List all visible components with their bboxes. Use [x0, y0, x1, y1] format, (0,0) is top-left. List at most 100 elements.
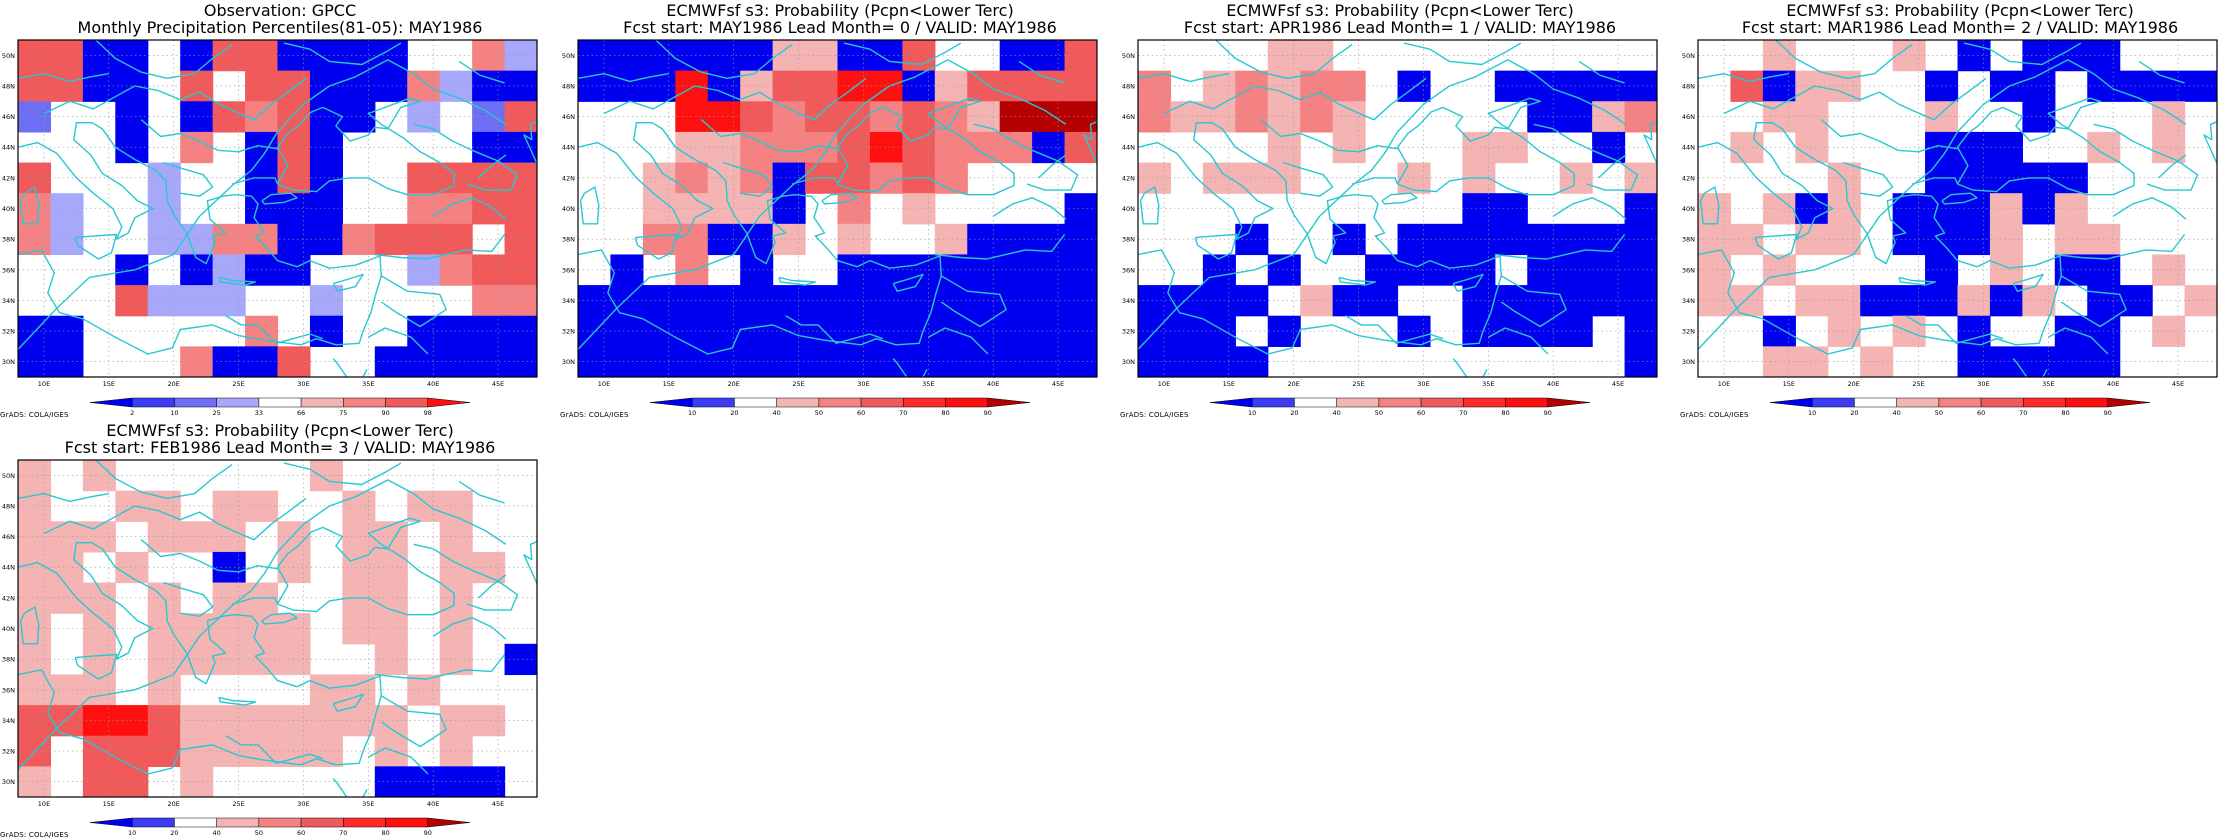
grid-cell	[999, 346, 1033, 377]
coastline	[95, 460, 233, 500]
grid-cell	[50, 315, 84, 347]
grid-cell	[902, 70, 936, 102]
grid-cell	[2087, 254, 2121, 286]
grid-cell	[1698, 254, 1732, 286]
grid-cell	[772, 346, 806, 377]
colorbar	[1769, 397, 2151, 408]
panel-title: ECMWFsf s3: Probability (Pcpn<Lower Terc…	[1786, 1, 2134, 20]
coastline	[18, 72, 109, 83]
colorbar-label: 50	[815, 409, 823, 417]
grid-cell	[472, 70, 506, 102]
grid-cell	[439, 582, 473, 614]
grid-cell	[837, 162, 871, 194]
grid-cell	[1235, 162, 1269, 194]
coastline	[2138, 60, 2185, 84]
coastline	[1345, 315, 1444, 344]
grads-branding: GrADS: COLA/IGES	[0, 411, 69, 419]
grid-cell	[707, 101, 741, 133]
grid-cell	[212, 521, 246, 553]
coastline	[261, 192, 298, 205]
coastline	[276, 97, 455, 196]
coastline	[934, 234, 1066, 260]
coastline	[1139, 186, 1160, 225]
lat-tick-label: 48N	[562, 83, 575, 91]
grid-cell	[1494, 131, 1528, 164]
coastline	[1038, 154, 1067, 179]
colorbar	[89, 817, 471, 828]
lon-tick-label: 25E	[792, 380, 804, 388]
lon-tick-label: 25E	[1352, 380, 1364, 388]
lat-tick-label: 38N	[1122, 236, 1135, 244]
grid-cell	[837, 193, 871, 225]
coastline	[231, 177, 279, 185]
lon-tick-label: 20E	[168, 380, 180, 388]
grid-cell	[439, 254, 473, 286]
coastline	[332, 358, 368, 377]
lon-tick-label: 20E	[1288, 380, 1300, 388]
lat-tick-label: 42N	[562, 174, 575, 182]
colorbar-label: 60	[857, 409, 865, 417]
coastline	[225, 315, 324, 344]
coastline	[231, 597, 279, 605]
lat-tick-label: 50N	[1122, 52, 1135, 60]
coastline	[1083, 120, 1097, 166]
lat-tick-label: 32N	[2, 748, 15, 756]
coastline	[723, 161, 774, 197]
coastline	[19, 186, 40, 225]
grid-cell	[147, 582, 181, 614]
grid-cell	[1559, 162, 1593, 194]
coastline	[18, 59, 507, 350]
grid-cell	[934, 162, 968, 194]
coastline	[2012, 273, 2044, 292]
grid-cell	[277, 346, 311, 377]
coastline	[1500, 275, 1567, 328]
grid-cell	[1527, 315, 1561, 347]
coastline	[1283, 161, 1334, 197]
grid-cell	[50, 582, 84, 614]
colorbar-label: 2	[130, 409, 134, 417]
coastline	[1963, 42, 2082, 66]
panel-subtitle: Fcst start: MAY1986 Lead Month= 0 / VALI…	[623, 18, 1057, 37]
grid-cell	[1462, 315, 1496, 347]
grid-cell	[772, 40, 806, 72]
lat-tick-label: 40N	[562, 205, 575, 213]
grid-cell	[1235, 70, 1269, 102]
grid-cell	[1892, 40, 1926, 72]
coastline	[1723, 77, 1987, 121]
grid-cell	[212, 346, 246, 377]
grid-cell	[1827, 315, 1861, 347]
coastline	[1487, 327, 1549, 355]
coastline	[836, 97, 1015, 196]
coastlines	[18, 40, 537, 377]
grid-cell	[212, 705, 246, 737]
coastline	[785, 315, 884, 344]
coastline	[1905, 315, 2004, 344]
coastline	[778, 276, 817, 286]
colorbar-label: 60	[297, 829, 305, 837]
coastline	[367, 747, 429, 775]
lon-tick-label: 40E	[427, 380, 439, 388]
grid-cell	[999, 254, 1033, 286]
lat-tick-label: 50N	[562, 52, 575, 60]
lon-tick-label: 35E	[2042, 380, 2054, 388]
grid-cell	[1795, 101, 1829, 133]
colorbar-label: 80	[941, 409, 949, 417]
coastline	[1138, 72, 1229, 83]
grid-cell	[772, 101, 806, 133]
colorbar-label: 70	[899, 409, 907, 417]
lat-tick-label: 48N	[1682, 83, 1695, 91]
colorbar-label: 66	[297, 409, 305, 417]
coastline	[2158, 154, 2187, 179]
coastline	[2203, 120, 2217, 166]
colorbar-segment	[1336, 397, 1380, 408]
grid-cell	[1527, 70, 1561, 102]
grid-cell	[374, 223, 408, 256]
lon-tick-label: 40E	[1547, 380, 1559, 388]
lon-tick-label: 20E	[728, 380, 740, 388]
coastline	[1941, 192, 1978, 205]
colorbar-label: 80	[381, 829, 389, 837]
grads-branding: GrADS: COLA/IGES	[1680, 411, 1749, 419]
colorbar-segment	[1938, 397, 1982, 408]
grid-cell	[1892, 285, 1926, 317]
colorbar-segment	[427, 817, 471, 828]
